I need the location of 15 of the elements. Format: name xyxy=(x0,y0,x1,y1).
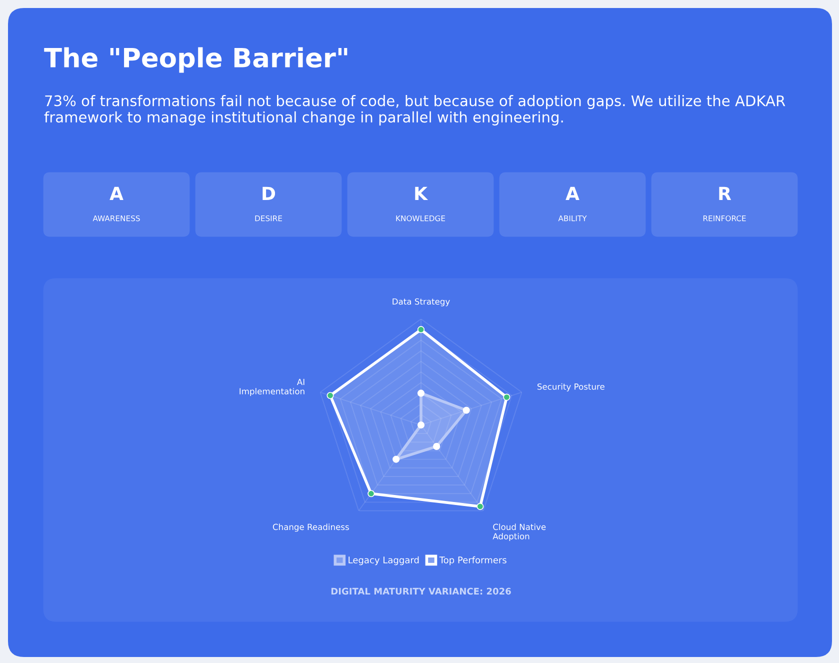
text: D xyxy=(262,186,276,200)
legend-label: Top Performers xyxy=(439,556,506,566)
text: R xyxy=(719,186,732,200)
spoke-label: Cloud Native Adoption xyxy=(492,524,546,542)
spoke-label: Change Readiness xyxy=(272,524,349,532)
spoke-label: Security Posture xyxy=(537,383,604,392)
legend-label: Legacy Laggard xyxy=(348,556,419,566)
text: 73% of transformations fail not because of code, but because of adoption gaps. We utilize the ADKAR framework to manage institutional change in parallel with engineering. xyxy=(44,95,786,126)
text: DIGITAL MATURITY VARIANCE: 2026 xyxy=(331,588,511,595)
text: A xyxy=(566,186,580,200)
text: The "People Barrier" xyxy=(44,47,348,73)
text: A xyxy=(110,186,124,200)
spoke-label: Data Strategy xyxy=(392,298,450,306)
spoke-label: AI Implementation xyxy=(240,378,304,396)
text: K xyxy=(415,186,428,200)
